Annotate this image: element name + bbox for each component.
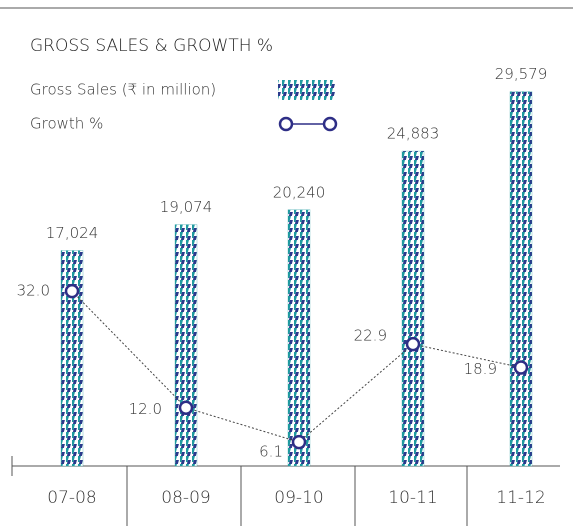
x-tick-label: 11-12 — [496, 488, 545, 508]
chart-title: GROSS SALES & GROWTH % — [30, 36, 273, 56]
bar — [60, 250, 84, 467]
legend-label: Growth % — [30, 115, 103, 133]
bar — [509, 91, 533, 467]
growth-value-label: 6.1 — [259, 443, 283, 461]
growth-value-label: 32.0 — [17, 282, 50, 300]
bar-value-label: 24,883 — [387, 125, 440, 143]
growth-marker — [405, 336, 421, 352]
growth-value-label: 18.9 — [464, 360, 497, 378]
growth-marker — [64, 283, 80, 299]
growth-marker — [178, 400, 194, 415]
bar-value-label: 17,024 — [46, 224, 99, 242]
growth-marker — [291, 434, 307, 450]
legend-marker — [278, 116, 294, 132]
x-tick-label: 09-10 — [274, 488, 323, 508]
growth-value-label: 12.0 — [129, 400, 162, 418]
bar — [174, 224, 198, 467]
bar-value-label: 29,579 — [495, 65, 548, 83]
growth-value-label: 22.9 — [354, 327, 387, 345]
legend-swatch — [278, 80, 336, 100]
growth-marker — [513, 360, 529, 375]
bar-value-label: 19,074 — [160, 198, 213, 216]
bar — [287, 209, 311, 467]
legend-label: Gross Sales (₹ in million) — [30, 81, 216, 99]
x-tick-label: 07-08 — [47, 488, 96, 508]
legend-marker — [322, 116, 338, 132]
bar-value-label: 20,240 — [273, 183, 326, 201]
bar — [401, 150, 425, 467]
x-tick-label: 10-11 — [388, 488, 437, 508]
x-tick-label: 08-09 — [161, 488, 210, 508]
